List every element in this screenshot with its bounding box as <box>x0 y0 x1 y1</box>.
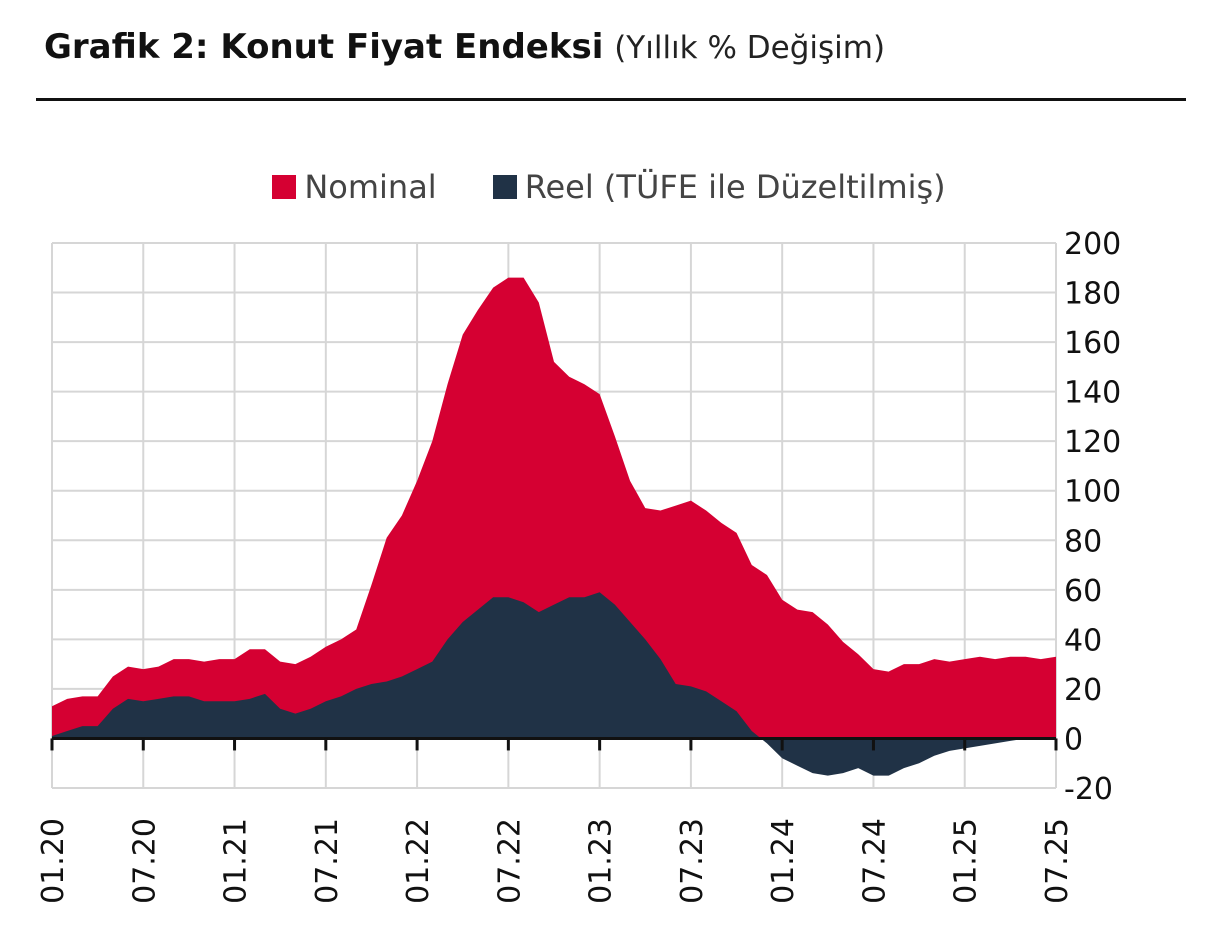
legend-swatch-reel <box>492 175 517 199</box>
chart-header: Grafik 2: Konut Fiyat Endeksi (Yıllık % … <box>44 22 885 73</box>
x-tick-label: 01.20 <box>36 818 71 904</box>
chart-title: Grafik 2: Konut Fiyat Endeksi <box>44 27 604 67</box>
x-tick-label: 07.21 <box>310 818 345 904</box>
legend-item-reel: Reel (TÜFE ile Düzeltilmiş) <box>492 168 946 206</box>
y-tick-label: 60 <box>1064 574 1102 609</box>
y-tick-label: 180 <box>1064 277 1121 312</box>
area-series-nominal <box>52 277 1056 739</box>
y-tick-label: 160 <box>1064 326 1121 361</box>
x-tick-label: 07.20 <box>127 818 162 904</box>
title-divider <box>36 98 1186 101</box>
x-tick-label: 07.25 <box>1040 818 1075 904</box>
chart-subtitle: (Yıllık % Değişim) <box>614 30 886 66</box>
y-tick-label: 0 <box>1064 722 1083 757</box>
x-tick-label: 07.24 <box>857 818 892 904</box>
y-tick-label: 200 <box>1064 227 1121 262</box>
y-tick-label: 120 <box>1064 425 1121 460</box>
x-tick-label: 01.21 <box>219 818 254 904</box>
y-tick-label: -20 <box>1064 772 1113 807</box>
x-tick-label: 01.23 <box>584 818 619 904</box>
x-tick-label: 07.22 <box>492 818 527 904</box>
area-series-reel <box>52 592 1056 776</box>
y-tick-label: 20 <box>1064 673 1102 708</box>
y-tick-label: 140 <box>1064 376 1121 411</box>
y-tick-label: 40 <box>1064 623 1102 658</box>
chart-legend: Nominal Reel (TÜFE ile Düzeltilmiş) <box>0 168 1218 206</box>
legend-label-reel: Reel (TÜFE ile Düzeltilmiş) <box>524 168 946 206</box>
x-tick-label: 01.25 <box>949 818 984 904</box>
y-tick-label: 80 <box>1064 524 1102 559</box>
x-tick-label: 01.22 <box>401 818 436 904</box>
y-tick-label: 100 <box>1064 475 1121 510</box>
legend-label-nominal: Nominal <box>304 168 437 206</box>
legend-swatch-nominal <box>272 175 297 199</box>
x-tick-label: 07.23 <box>675 818 710 904</box>
x-tick-label: 01.24 <box>766 818 801 904</box>
legend-item-nominal: Nominal <box>272 168 437 206</box>
